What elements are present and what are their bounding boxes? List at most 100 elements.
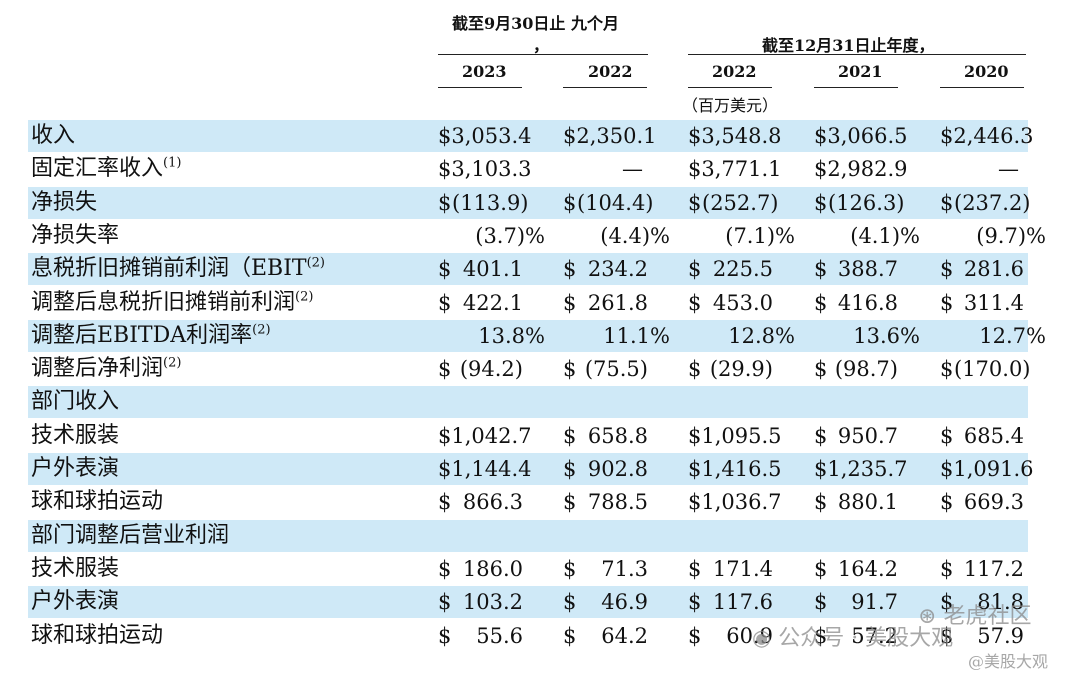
- dollar-sign: $: [563, 290, 577, 315]
- row-label-text: 收入: [31, 123, 76, 148]
- cell-value: 12.7%: [979, 323, 1046, 348]
- row-label: 调整后息税折旧摊销前利润(2): [31, 287, 313, 319]
- cell-value: 171.4: [712, 556, 773, 581]
- dollar-sign: $: [438, 357, 452, 382]
- cell-value: 64.2: [601, 623, 648, 648]
- row-label: 技术服装: [31, 420, 119, 452]
- table-row: 部门收入: [28, 386, 1028, 419]
- dollar-sign: $: [688, 357, 702, 382]
- col-rule-3: [688, 87, 772, 88]
- cell-value: 12.8%: [728, 323, 795, 348]
- cell-value: 866.3: [462, 490, 523, 515]
- watermark-wechat-text: 公众号 · 美股大观: [778, 626, 954, 651]
- table-row: 调整后息税折旧摊销前利润(2) $422.1 $261.8 $453.0 $416.8 $…: [28, 287, 1028, 319]
- dollar-sign: $: [563, 590, 577, 615]
- col-rule-5: [940, 87, 1024, 88]
- row-label-text: 球和球拍运动: [31, 622, 164, 648]
- cell-value: 401.1: [462, 257, 523, 282]
- cell-value: 117.6: [712, 590, 773, 615]
- table-row: 户外表演 $1,144.4 $902.8 $1,416.5 $1,235.7 $1,091…: [28, 453, 1034, 485]
- dollar-sign: $: [940, 490, 954, 515]
- table-row: 固定汇率收入(1) $3,103.3 — $3,771.1 $2,982.9 —: [28, 153, 1028, 185]
- footnote-marker: (2): [163, 355, 182, 371]
- watermark-wechat: ◉ 公众号 · 美股大观: [752, 620, 953, 652]
- cell-value: $1,235.7: [814, 457, 908, 481]
- row-label: 球和球拍运动: [31, 620, 163, 652]
- row-label-text: 调整后净利润: [31, 356, 164, 382]
- cell-value: 669.3: [963, 490, 1024, 515]
- cell-value: (252.7): [702, 190, 779, 215]
- col-rule-1: [438, 87, 522, 88]
- table-row: 球和球拍运动 $55.6 $64.2 $60.9 $57.2 $57.9: [28, 620, 1028, 652]
- dollar-sign: $: [563, 457, 577, 481]
- row-label-text: 净损失率: [31, 222, 120, 248]
- table-row: 部门调整后营业利润: [28, 519, 1028, 552]
- col-rule-2: [563, 87, 647, 88]
- cell-value: $3,053.4: [438, 124, 532, 148]
- cell-value: 234.2: [587, 257, 648, 282]
- dollar-sign: $: [438, 190, 452, 215]
- footnote-marker: (1): [163, 155, 182, 171]
- dollar-sign: $: [438, 257, 452, 282]
- row-label: 固定汇率收入(1): [31, 153, 181, 185]
- watermark-handle: @美股大观: [968, 652, 1049, 671]
- cell-value: $2,446.3: [940, 124, 1034, 148]
- wechat-icon: ◉: [752, 626, 772, 651]
- row-label-text: 户外表演: [31, 456, 120, 481]
- cell-value: 164.2: [837, 556, 898, 581]
- table-row: 净损失 $ (113.9) $ (104.4) $ (252.7) $ (126.3) $ (237…: [28, 186, 1031, 219]
- row-label: 息税折旧摊销前利润（EBIT(2): [31, 253, 325, 285]
- cell-value: 225.5: [712, 257, 773, 282]
- row-label: 净损失率: [31, 220, 119, 252]
- cell-value: —: [622, 157, 643, 182]
- cell-value: 950.7: [837, 423, 898, 448]
- cell-value: 902.8: [587, 457, 648, 481]
- row-label: 部门收入: [31, 386, 119, 418]
- dollar-sign: $: [814, 357, 828, 382]
- cell-value: 46.9: [601, 590, 648, 615]
- cell-value: (4.1)%: [850, 223, 920, 248]
- year-header: 截至12月31日止年度，: [762, 36, 935, 55]
- cell-value: (7.1)%: [725, 223, 795, 248]
- dollar-sign: $: [563, 357, 577, 382]
- dollar-sign: $: [438, 556, 452, 581]
- cell-value: 658.8: [587, 423, 648, 448]
- watermark-community-text: 老虎社区: [943, 604, 1032, 629]
- col-header-2020: 2020: [964, 62, 1009, 81]
- cell-value: 60.9: [726, 623, 773, 648]
- dollar-sign: $: [814, 290, 828, 315]
- cell-value: 416.8: [837, 290, 898, 315]
- table-row: 技术服装 $186.0 $71.3 $171.4 $164.2 $117.2: [28, 553, 1028, 585]
- cell-value: (9.7)%: [976, 223, 1046, 248]
- dollar-sign: $: [814, 490, 828, 515]
- unit-label: （百万美元）: [682, 96, 779, 115]
- table-row: 收入 $3,053.4 $2,350.1 $3,548.8 $3,066.5 $2,446…: [28, 120, 1034, 152]
- dollar-sign: $: [814, 556, 828, 581]
- cell-value: $3,771.1: [688, 157, 782, 182]
- dollar-sign: $: [814, 590, 828, 615]
- row-label-text: 调整后息税折旧摊销前利润: [31, 289, 296, 315]
- cell-value: $3,066.5: [814, 124, 908, 148]
- row-label-text: 部门调整后营业利润: [31, 522, 230, 548]
- dollar-sign: $: [688, 190, 702, 215]
- nine-months-header-comma: ，: [533, 36, 550, 55]
- col-header-2022-year: 2022: [712, 62, 757, 81]
- table-row: 息税折旧摊销前利润（EBIT(2) $401.1 $234.2 $225.5 $388.…: [28, 253, 1028, 286]
- row-label-text: 户外表演: [31, 589, 120, 615]
- col-header-2021: 2021: [838, 62, 883, 81]
- cell-value: 55.6: [476, 623, 523, 648]
- table-row: 调整后净利润(2) $ (94.2) $ (75.5) $ (29.9) $ (98.7) $ (1…: [28, 353, 1031, 385]
- dollar-sign: $: [940, 190, 954, 215]
- dollar-sign: $: [563, 556, 577, 581]
- row-label: 调整后净利润(2): [31, 353, 181, 385]
- table-row: 户外表演 $103.2 $46.9 $117.6 $91.7 $81.8: [28, 586, 1028, 619]
- row-label: 调整后EBITDA利润率(2): [31, 320, 271, 352]
- cell-value: 880.1: [837, 490, 898, 515]
- dollar-sign: $: [438, 290, 452, 315]
- cell-value: 281.6: [963, 257, 1024, 282]
- cell-value: 81.8: [977, 590, 1024, 615]
- dollar-sign: $: [814, 190, 828, 215]
- row-label-text: 调整后EBITDA利润率: [31, 322, 253, 348]
- dollar-sign: $: [688, 590, 702, 615]
- row-label-text: 技术服装: [31, 555, 120, 581]
